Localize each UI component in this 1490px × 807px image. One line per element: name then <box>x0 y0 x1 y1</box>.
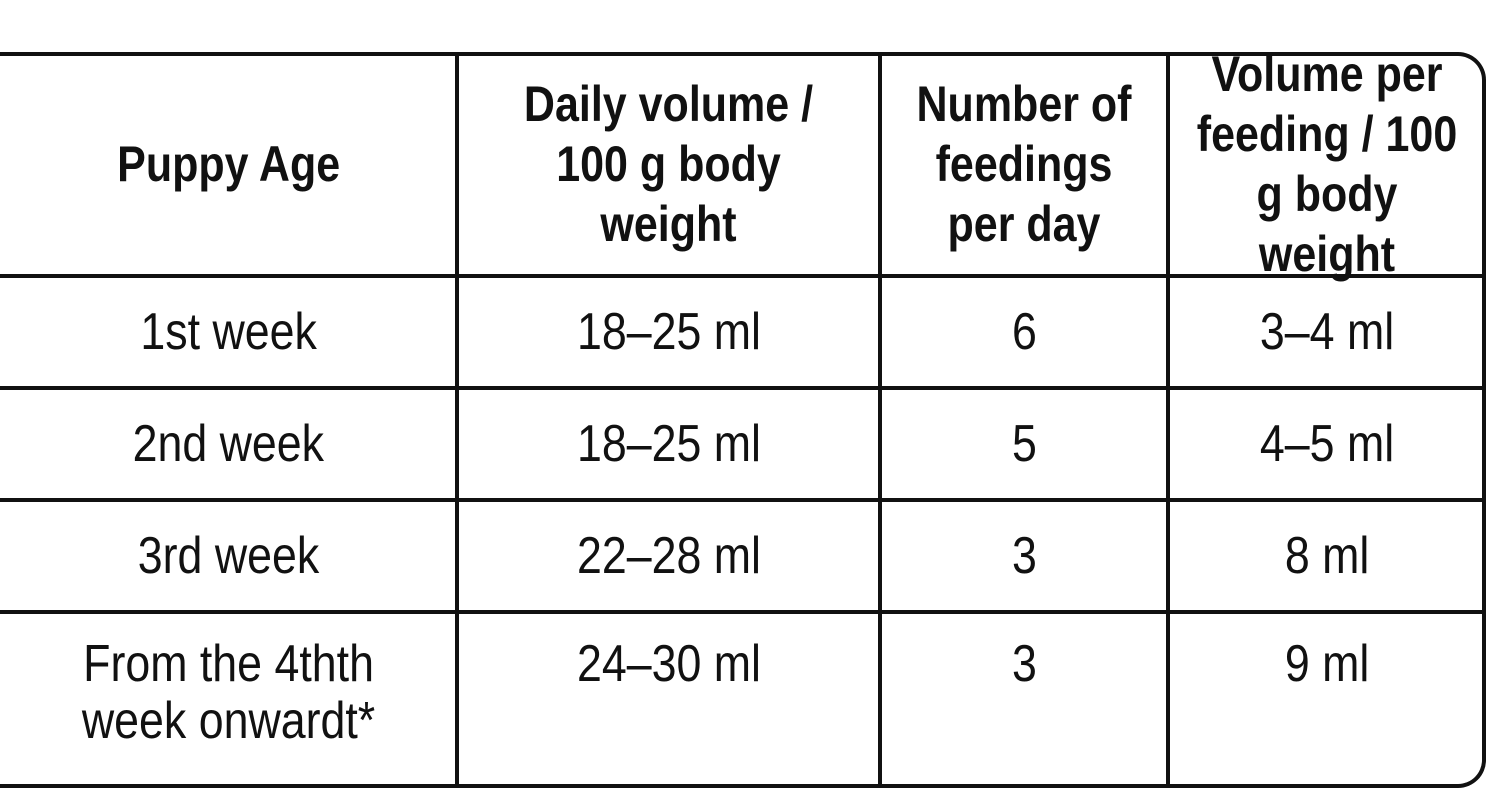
cell-text: 2nd week <box>132 414 325 473</box>
table-cell: 2nd week <box>0 388 457 500</box>
cell-text: 24–30 ml <box>576 635 761 693</box>
cell-text: 22–28 ml <box>576 526 761 585</box>
cell-text: 5 <box>1011 414 1037 473</box>
row-divider <box>0 498 1486 502</box>
row-divider <box>0 610 1486 614</box>
cell-text: 18–25 ml <box>576 302 761 361</box>
table-cell: 3 <box>880 500 1168 612</box>
header-cell: Puppy Age <box>0 52 457 276</box>
table-cell: 3 <box>880 612 1168 788</box>
table-cell: 8 ml <box>1168 500 1486 612</box>
cell-text: 1st week <box>140 302 317 361</box>
table-cell: 5 <box>880 388 1168 500</box>
column-divider <box>455 52 459 788</box>
cell-text: 3 <box>1011 635 1037 693</box>
table-cell: 9 ml <box>1168 612 1486 788</box>
table-cell: 18–25 ml <box>457 276 880 388</box>
header-cell: Number of feedings per day <box>880 52 1168 276</box>
header-cell: Daily volume / 100 g body weight <box>457 52 880 276</box>
column-divider <box>878 52 882 788</box>
cell-text: 3–4 ml <box>1259 302 1395 361</box>
cell-text: Puppy Age <box>117 136 340 192</box>
table-cell: 22–28 ml <box>457 500 880 612</box>
cell-text: Number of feedings per day <box>916 76 1132 252</box>
table-cell: 6 <box>880 276 1168 388</box>
table-cell: 24–30 ml <box>457 612 880 788</box>
row-divider <box>0 386 1486 390</box>
table-cell: 1st week <box>0 276 457 388</box>
cell-text: 3 <box>1011 526 1037 585</box>
table-cell: 3–4 ml <box>1168 276 1486 388</box>
table-frame <box>0 52 1486 788</box>
cell-text: 18–25 ml <box>576 414 761 473</box>
table-cell: From the 4thth week onwardt* <box>0 612 457 788</box>
header-cell: Volume per feeding / 100 g body weight <box>1168 46 1486 282</box>
cell-text: 3rd week <box>137 526 320 585</box>
table-cell: 4–5 ml <box>1168 388 1486 500</box>
cell-text: Daily volume / 100 g body weight <box>523 76 814 252</box>
cell-text: From the 4thth week onwardt* <box>81 635 376 750</box>
cell-text: Volume per feeding / 100 g body weight <box>1196 46 1458 282</box>
cell-text: 4–5 ml <box>1259 414 1395 473</box>
cell-text: 9 ml <box>1284 635 1370 693</box>
cell-text: 6 <box>1011 302 1037 361</box>
cell-text: 8 ml <box>1284 526 1370 585</box>
row-divider <box>0 274 1486 278</box>
table-cell: 18–25 ml <box>457 388 880 500</box>
column-divider <box>1166 52 1170 788</box>
table-cell: 3rd week <box>0 500 457 612</box>
